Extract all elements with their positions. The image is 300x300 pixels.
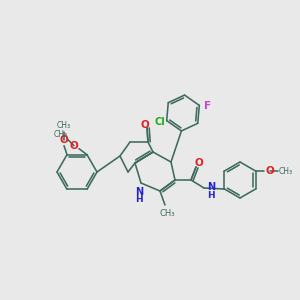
Text: O: O [265,166,274,176]
Text: O: O [70,141,78,151]
Text: O: O [60,135,68,145]
Text: H: H [207,190,215,200]
Text: F: F [204,101,211,111]
Text: N: N [135,187,143,197]
Text: O: O [141,120,149,130]
Text: O: O [195,158,203,168]
Text: CH₃: CH₃ [278,167,293,176]
Text: CH₃: CH₃ [159,208,175,217]
Text: Cl: Cl [154,117,165,127]
Text: N: N [207,182,215,192]
Text: CH₃: CH₃ [57,121,71,130]
Text: CH₃: CH₃ [54,130,68,139]
Text: H: H [135,194,143,203]
